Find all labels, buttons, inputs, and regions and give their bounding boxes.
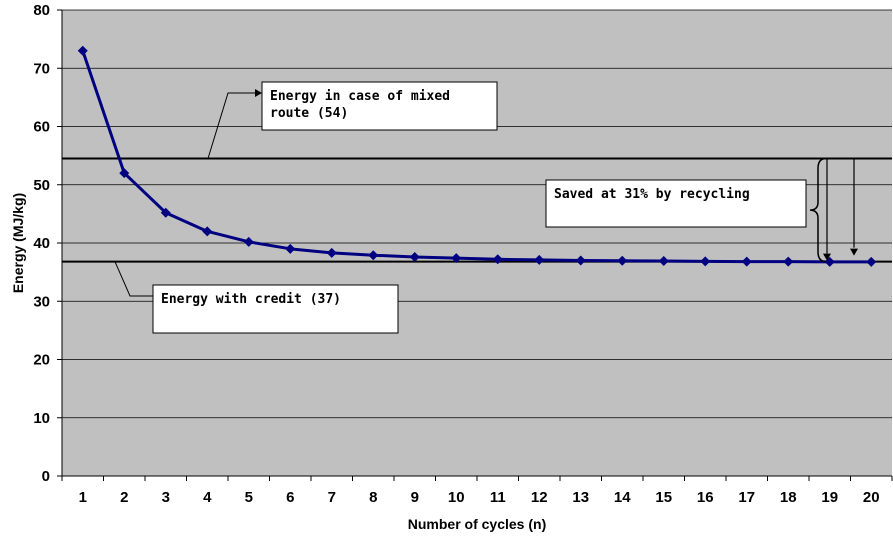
x-tick-label: 1	[79, 489, 87, 506]
x-tick-label: 8	[369, 489, 377, 506]
x-tick-label: 6	[286, 489, 294, 506]
x-tick-label: 5	[245, 489, 253, 506]
x-tick-label: 10	[448, 489, 465, 506]
x-tick-label: 15	[655, 489, 672, 506]
y-tick-label: 50	[33, 177, 50, 194]
x-tick-label: 16	[697, 489, 714, 506]
x-tick-label: 13	[572, 489, 589, 506]
x-tick-labels: 1 2 3 4 5 6 7 8 9 10 11 12 13 14 15 16 17 18 19 20	[79, 489, 880, 506]
x-tick-label: 7	[328, 489, 336, 506]
x-tick-label: 9	[411, 489, 419, 506]
mixed-route-label-text: route (54)	[270, 106, 348, 121]
y-tick-label: 40	[33, 235, 50, 252]
x-tick-label: 14	[614, 489, 631, 506]
savings-label-text: Saved at 31% by recycling	[554, 187, 750, 202]
y-tick-label: 20	[33, 352, 50, 369]
x-tick-label: 2	[120, 489, 128, 506]
x-axis-title: Number of cycles (n)	[408, 516, 546, 532]
x-tick-label: 19	[821, 489, 838, 506]
mixed-route-label-text: Energy in case of mixed	[270, 89, 450, 104]
x-tick-label: 12	[531, 489, 548, 506]
x-tick-label: 20	[863, 489, 880, 506]
y-tick-label: 80	[33, 2, 50, 19]
x-tick-label: 18	[780, 489, 797, 506]
y-tick-label: 0	[42, 468, 50, 485]
y-tick-label: 60	[33, 119, 50, 136]
credit-label-text: Energy with credit (37)	[161, 292, 341, 307]
x-tick-label: 11	[490, 489, 506, 506]
x-tick-label: 17	[738, 489, 755, 506]
x-tick-label: 4	[203, 489, 212, 506]
y-tick-label: 30	[33, 293, 50, 310]
y-tick-labels: 0 10 20 30 40 50 60 70 80	[33, 2, 50, 485]
x-tick-label: 3	[162, 489, 170, 506]
y-tick-label: 10	[33, 410, 50, 427]
y-axis-title: Energy (MJ/kg)	[10, 193, 26, 293]
y-tick-label: 70	[33, 60, 50, 77]
